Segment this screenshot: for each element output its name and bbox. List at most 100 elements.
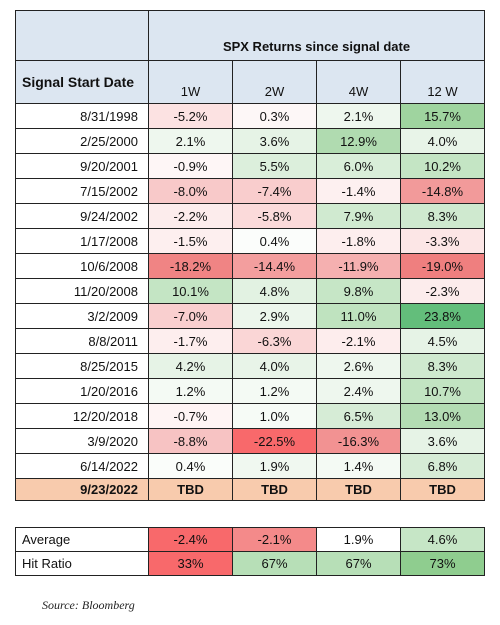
row-label: 1/17/2008 (15, 228, 149, 254)
value-cell: TBD (316, 478, 401, 501)
row-label: Hit Ratio (15, 551, 149, 576)
value-cell: 67% (316, 551, 401, 576)
value-cell: 4.0% (232, 353, 317, 379)
row-label: 9/24/2002 (15, 203, 149, 229)
column-header: 12 W (400, 60, 485, 104)
value-cell: -2.1% (232, 527, 317, 552)
summary-table: Average -2.4% -2.1% 1.9% 4.6% Hit Ratio 33% 67%… (15, 527, 485, 576)
value-cell: 10.1% (148, 278, 233, 304)
value-cell: 23.8% (400, 303, 485, 329)
column-header: 4W (316, 60, 401, 104)
row-label: 12/20/2018 (15, 403, 149, 429)
row-header: Signal Start Date (15, 60, 149, 104)
value-cell: 1.0% (232, 403, 317, 429)
value-cell: -14.4% (232, 253, 317, 279)
value-cell: 12.9% (316, 128, 401, 154)
value-cell: 2.6% (316, 353, 401, 379)
value-cell: -2.2% (148, 203, 233, 229)
table-row: 9/24/2002 -2.2% -5.8% 7.9% 8.3% (15, 203, 485, 229)
row-label: 3/2/2009 (15, 303, 149, 329)
value-cell: 0.4% (148, 453, 233, 479)
value-cell: 4.0% (400, 128, 485, 154)
value-cell: 8.3% (400, 203, 485, 229)
row-label: 3/9/2020 (15, 428, 149, 454)
table-row: 8/8/2011 -1.7% -6.3% -2.1% 4.5% (15, 328, 485, 354)
value-cell: 4.6% (400, 527, 485, 552)
value-cell: -7.4% (232, 178, 317, 204)
row-label: 2/25/2000 (15, 128, 149, 154)
table-row: 3/9/2020 -8.8% -22.5% -16.3% 3.6% (15, 428, 485, 454)
table-row: 9/20/2001 -0.9% 5.5% 6.0% 10.2% (15, 153, 485, 179)
table-row: 2/25/2000 2.1% 3.6% 12.9% 4.0% (15, 128, 485, 154)
value-cell: -11.9% (316, 253, 401, 279)
value-cell: 2.9% (232, 303, 317, 329)
value-cell: -2.3% (400, 278, 485, 304)
row-label: 8/8/2011 (15, 328, 149, 354)
value-cell: 8.3% (400, 353, 485, 379)
table-row: 8/31/1998 -5.2% 0.3% 2.1% 15.7% (15, 103, 485, 129)
value-cell: 1.2% (232, 378, 317, 404)
value-cell: 4.2% (148, 353, 233, 379)
value-cell: 0.3% (232, 103, 317, 129)
row-label: 10/6/2008 (15, 253, 149, 279)
table-row: 10/6/2008 -18.2% -14.4% -11.9% -19.0% (15, 253, 485, 279)
value-cell: -22.5% (232, 428, 317, 454)
value-cell: 10.2% (400, 153, 485, 179)
table-row: 12/20/2018 -0.7% 1.0% 6.5% 13.0% (15, 403, 485, 429)
value-cell: -18.2% (148, 253, 233, 279)
value-cell: 33% (148, 551, 233, 576)
value-cell: -6.3% (232, 328, 317, 354)
value-cell: 2.4% (316, 378, 401, 404)
group-title: SPX Returns since signal date (148, 10, 485, 61)
value-cell: TBD (148, 478, 233, 501)
column-header: 2W (232, 60, 317, 104)
value-cell: 6.8% (400, 453, 485, 479)
table-row: Average -2.4% -2.1% 1.9% 4.6% (15, 527, 485, 552)
row-label: Average (15, 527, 149, 552)
table-row: 1/20/2016 1.2% 1.2% 2.4% 10.7% (15, 378, 485, 404)
corner-cell (15, 10, 149, 61)
value-cell: -5.2% (148, 103, 233, 129)
value-cell: -1.7% (148, 328, 233, 354)
source-note: Source: Bloomberg (42, 598, 135, 612)
table-row: 8/25/2015 4.2% 4.0% 2.6% 8.3% (15, 353, 485, 379)
value-cell: -1.4% (316, 178, 401, 204)
table-row: 3/2/2009 -7.0% 2.9% 11.0% 23.8% (15, 303, 485, 329)
value-cell: 3.6% (232, 128, 317, 154)
table-row: 11/20/2008 10.1% 4.8% 9.8% -2.3% (15, 278, 485, 304)
value-cell: -3.3% (400, 228, 485, 254)
value-cell: -0.9% (148, 153, 233, 179)
value-cell: 1.4% (316, 453, 401, 479)
table-row: Hit Ratio 33% 67% 67% 73% (15, 551, 485, 576)
table-row: 1/17/2008 -1.5% 0.4% -1.8% -3.3% (15, 228, 485, 254)
value-cell: 9.8% (316, 278, 401, 304)
row-label: 6/14/2022 (15, 453, 149, 479)
column-header: 1W (148, 60, 233, 104)
value-cell: 7.9% (316, 203, 401, 229)
value-cell: TBD (400, 478, 485, 501)
value-cell: 4.5% (400, 328, 485, 354)
value-cell: 1.2% (148, 378, 233, 404)
value-cell: 15.7% (400, 103, 485, 129)
value-cell: 4.8% (232, 278, 317, 304)
row-label: 9/23/2022 (15, 478, 149, 501)
value-cell: 11.0% (316, 303, 401, 329)
row-label: 11/20/2008 (15, 278, 149, 304)
value-cell: -1.8% (316, 228, 401, 254)
value-cell: 67% (232, 551, 317, 576)
value-cell: 2.1% (316, 103, 401, 129)
table-row: 6/14/2022 0.4% 1.9% 1.4% 6.8% (15, 453, 485, 479)
value-cell: -1.5% (148, 228, 233, 254)
row-label: 8/31/1998 (15, 103, 149, 129)
value-cell: -8.0% (148, 178, 233, 204)
value-cell: -5.8% (232, 203, 317, 229)
value-cell: -8.8% (148, 428, 233, 454)
value-cell: 2.1% (148, 128, 233, 154)
row-label: 8/25/2015 (15, 353, 149, 379)
value-cell: -16.3% (316, 428, 401, 454)
value-cell: 1.9% (316, 527, 401, 552)
value-cell: -19.0% (400, 253, 485, 279)
row-label: 9/20/2001 (15, 153, 149, 179)
value-cell: 0.4% (232, 228, 317, 254)
value-cell: 5.5% (232, 153, 317, 179)
